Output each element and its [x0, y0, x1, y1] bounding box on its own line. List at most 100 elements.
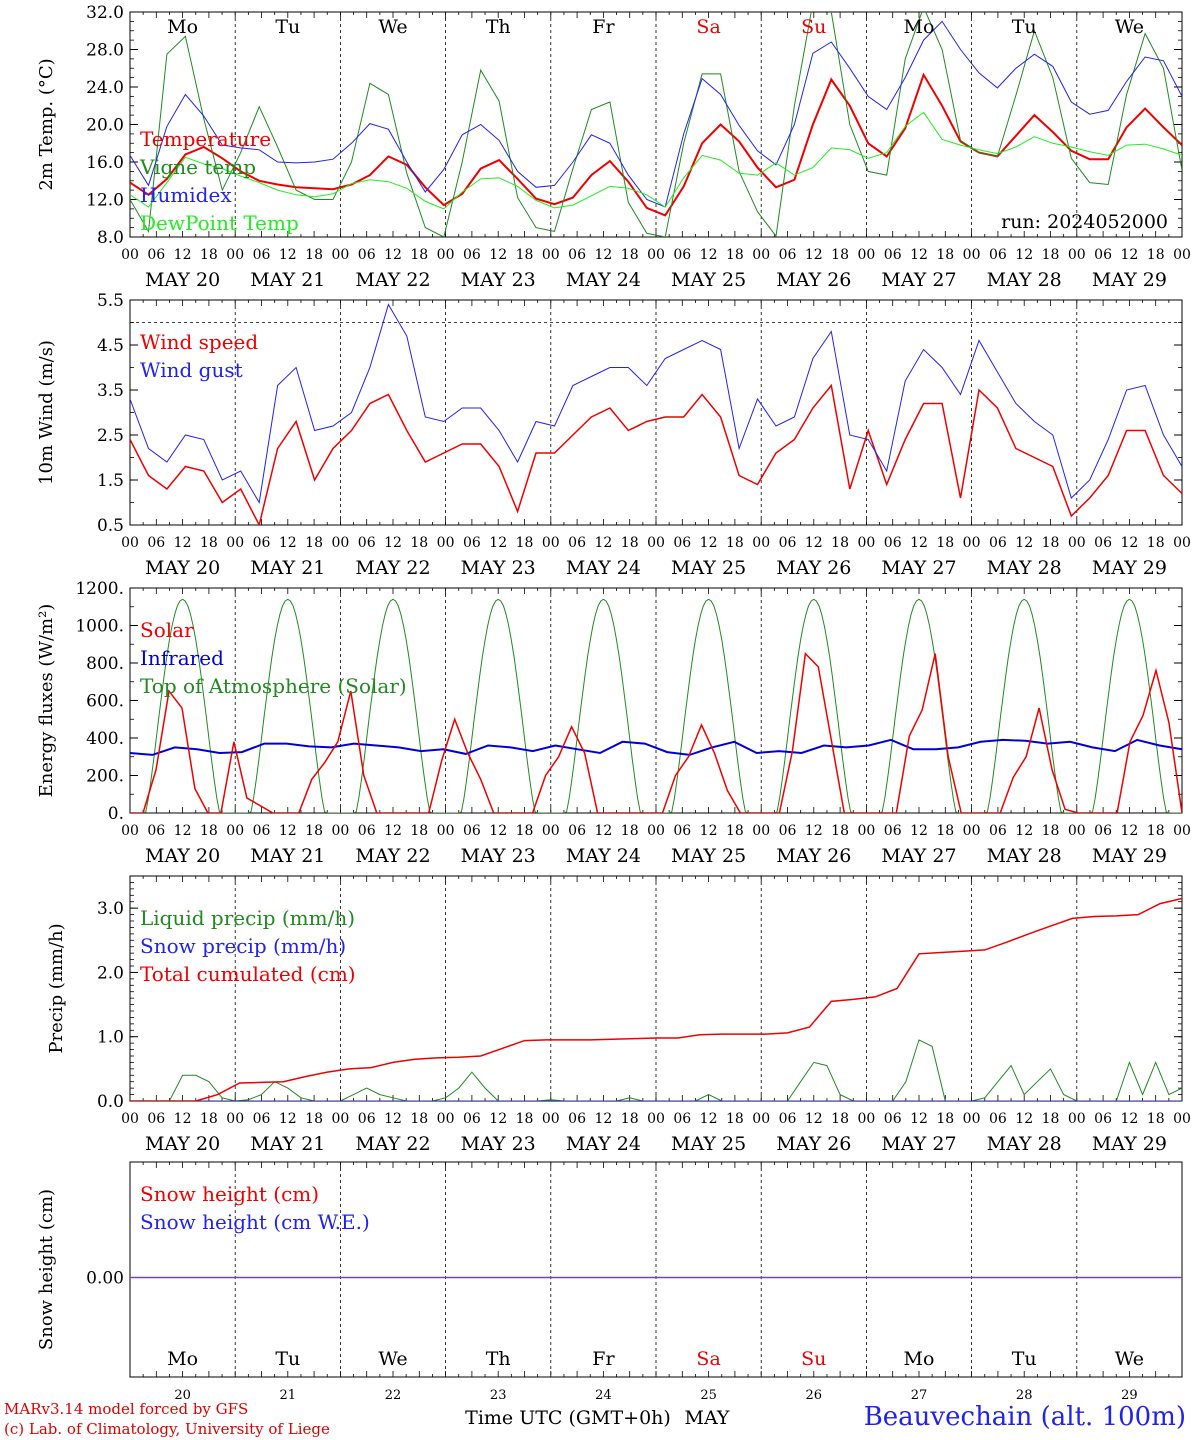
- weekday-label: We: [378, 16, 407, 38]
- day-label: MAY 26: [776, 1133, 851, 1155]
- hour-tick-label: 06: [989, 247, 1007, 263]
- day-number-label: 20: [174, 1388, 191, 1403]
- hour-tick-label: 12: [910, 535, 928, 551]
- day-label: MAY 26: [776, 269, 851, 291]
- weekday-label: Th: [486, 16, 511, 38]
- hour-tick-label: 06: [568, 535, 586, 551]
- hour-tick-label: 00: [121, 247, 139, 263]
- hour-tick-label: 00: [1173, 535, 1191, 551]
- hour-tick-label: 18: [200, 823, 218, 839]
- day-label: MAY 21: [250, 557, 325, 579]
- y-tick-label: 0.5: [97, 516, 124, 536]
- day-label: MAY 29: [1092, 269, 1167, 291]
- weekday-label: Th: [486, 1348, 511, 1370]
- weekday-label: Mo: [904, 1348, 935, 1370]
- y-tick-label: 800.: [86, 654, 124, 674]
- month-label: MAY: [685, 1407, 730, 1429]
- hour-tick-label: 00: [542, 1111, 560, 1127]
- weekday-label: We: [378, 1348, 407, 1370]
- hour-tick-label: 12: [1015, 1111, 1033, 1127]
- day-label: MAY 22: [355, 845, 430, 867]
- day-label: MAY 24: [566, 1133, 641, 1155]
- day-label: MAY 27: [881, 1133, 956, 1155]
- legend-entry: Solar: [140, 618, 194, 642]
- day-label: MAY 26: [776, 557, 851, 579]
- hour-tick-label: 18: [305, 823, 323, 839]
- hour-tick-label: 00: [226, 1111, 244, 1127]
- hour-tick-label: 18: [1042, 823, 1060, 839]
- legend-entry: Top of Atmosphere (Solar): [140, 674, 407, 698]
- weekday-label: Sa: [696, 16, 720, 38]
- hour-tick-label: 06: [884, 247, 902, 263]
- day-label: MAY 28: [987, 845, 1062, 867]
- hour-tick-label: 06: [884, 1111, 902, 1127]
- day-number-label: 28: [1016, 1388, 1033, 1403]
- hour-tick-label: 12: [910, 1111, 928, 1127]
- y-tick-label: 0.00: [86, 1269, 124, 1289]
- x-axis-labels: 00 06 12 18 MAY 20 00 06 12 18 MAY 21 00 06 12 18 MAY …: [121, 535, 1191, 579]
- hour-tick-label: 18: [726, 535, 744, 551]
- hour-tick-label: 06: [673, 1111, 691, 1127]
- hour-tick-label: 06: [884, 823, 902, 839]
- legend-entry: Temperature: [140, 127, 271, 151]
- panel-frame: [129, 299, 1183, 526]
- hour-tick-label: 18: [621, 1111, 639, 1127]
- hour-tick-label: 18: [831, 247, 849, 263]
- day-number-label: 27: [911, 1388, 928, 1403]
- hour-tick-label: 06: [358, 1111, 376, 1127]
- hour-tick-label: 18: [831, 1111, 849, 1127]
- hour-tick-label: 06: [1094, 247, 1112, 263]
- hour-tick-label: 12: [174, 247, 192, 263]
- hour-tick-label: 12: [594, 247, 612, 263]
- hour-tick-label: 06: [779, 247, 797, 263]
- day-label: MAY 23: [461, 269, 536, 291]
- hour-tick-label: 12: [384, 1111, 402, 1127]
- hour-tick-label: 12: [805, 823, 823, 839]
- y-tick-label: 200.: [86, 767, 124, 787]
- panel-2: 0.5 1.5 2.5 3.5 4.5 5.5 10m Wind (m/s) Wind spe…: [36, 291, 1183, 536]
- hour-tick-label: 12: [700, 247, 718, 263]
- hour-tick-label: 12: [594, 1111, 612, 1127]
- day-label: MAY 24: [566, 269, 641, 291]
- model-credit-line: MARv3.14 model forced by GFS: [4, 1400, 249, 1418]
- x-axis-labels: 00 06 12 18 MAY 20 00 06 12 18 MAY 21 00 06 12 18 MAY …: [121, 823, 1191, 867]
- hour-tick-label: 06: [673, 247, 691, 263]
- hour-tick-label: 00: [647, 247, 665, 263]
- hour-tick-label: 00: [121, 1111, 139, 1127]
- legend-entry: Wind gust: [140, 358, 243, 382]
- hour-tick-label: 12: [805, 247, 823, 263]
- hour-tick-label: 00: [647, 535, 665, 551]
- hour-tick-label: 06: [147, 1111, 165, 1127]
- weekday-label: Tu: [1012, 16, 1037, 38]
- weekday-label: Fr: [592, 16, 615, 38]
- hour-tick-label: 00: [437, 823, 455, 839]
- series-line-dewpoint-temp: [130, 111, 1182, 210]
- hour-tick-label: 12: [174, 823, 192, 839]
- hour-tick-label: 06: [358, 535, 376, 551]
- hour-tick-label: 00: [1173, 1111, 1191, 1127]
- hour-tick-label: 00: [226, 535, 244, 551]
- hour-tick-label: 06: [989, 535, 1007, 551]
- y-axis-label: Snow height (cm): [36, 1189, 57, 1350]
- weekday-label: Mo: [167, 16, 198, 38]
- hour-tick-label: 00: [857, 823, 875, 839]
- day-label: MAY 27: [881, 269, 956, 291]
- hour-tick-label: 00: [542, 823, 560, 839]
- hour-tick-label: 06: [253, 823, 271, 839]
- hour-tick-label: 06: [673, 823, 691, 839]
- day-label: MAY 29: [1092, 845, 1167, 867]
- day-label: MAY 23: [461, 1133, 536, 1155]
- hour-tick-label: 18: [516, 823, 534, 839]
- y-axis-label: 10m Wind (m/s): [36, 340, 57, 485]
- hour-tick-label: 18: [621, 247, 639, 263]
- day-label: MAY 21: [250, 1133, 325, 1155]
- weekday-label: Fr: [592, 1348, 615, 1370]
- legend-entry: Humidex: [140, 183, 232, 207]
- station-name: Beauvechain (alt. 100m): [863, 1402, 1186, 1432]
- hour-tick-label: 00: [647, 1111, 665, 1127]
- hour-tick-label: 18: [936, 823, 954, 839]
- hour-tick-label: 18: [621, 823, 639, 839]
- hour-tick-label: 06: [147, 823, 165, 839]
- hour-tick-label: 00: [542, 247, 560, 263]
- hour-tick-label: 18: [305, 1111, 323, 1127]
